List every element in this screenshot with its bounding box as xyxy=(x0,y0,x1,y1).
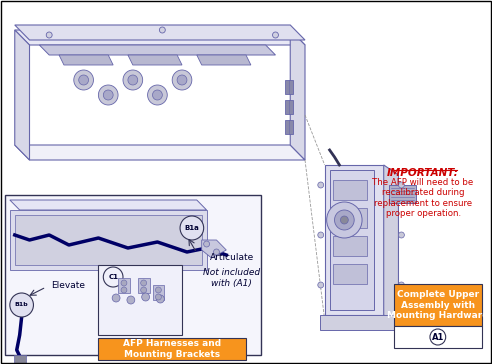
Circle shape xyxy=(112,294,120,302)
FancyBboxPatch shape xyxy=(394,284,482,326)
Circle shape xyxy=(140,287,146,293)
Circle shape xyxy=(204,241,210,247)
Circle shape xyxy=(128,75,138,85)
Circle shape xyxy=(121,280,127,286)
Circle shape xyxy=(78,75,88,85)
Circle shape xyxy=(180,216,204,240)
Polygon shape xyxy=(40,45,276,55)
Bar xyxy=(118,278,130,293)
Circle shape xyxy=(398,282,404,288)
Circle shape xyxy=(98,85,118,105)
Circle shape xyxy=(156,294,162,300)
Circle shape xyxy=(398,232,404,238)
Polygon shape xyxy=(197,55,251,65)
Circle shape xyxy=(152,90,162,100)
Text: B1a: B1a xyxy=(184,225,199,231)
Text: B1b: B1b xyxy=(15,302,28,308)
Text: C1: C1 xyxy=(108,274,118,280)
Circle shape xyxy=(127,296,135,304)
Circle shape xyxy=(172,70,192,90)
Text: A1: A1 xyxy=(432,332,444,341)
Circle shape xyxy=(334,210,354,230)
Circle shape xyxy=(104,90,113,100)
Bar xyxy=(10,210,206,270)
Circle shape xyxy=(121,287,127,293)
Bar xyxy=(15,215,202,265)
Bar xyxy=(332,208,367,228)
Circle shape xyxy=(156,295,164,303)
Circle shape xyxy=(142,293,150,301)
Text: Articulate: Articulate xyxy=(210,253,254,262)
Circle shape xyxy=(46,32,52,38)
Polygon shape xyxy=(15,30,30,160)
Bar xyxy=(98,265,182,335)
Circle shape xyxy=(272,32,278,38)
Circle shape xyxy=(430,329,446,345)
Bar xyxy=(320,315,404,330)
Bar xyxy=(14,355,26,363)
Circle shape xyxy=(318,232,324,238)
Bar xyxy=(332,180,367,200)
Bar xyxy=(5,195,260,355)
Circle shape xyxy=(177,75,187,85)
FancyBboxPatch shape xyxy=(394,326,482,348)
Text: The AFP will need to be
recalibrated during
replacement to ensure
proper operati: The AFP will need to be recalibrated dur… xyxy=(372,178,474,218)
Circle shape xyxy=(326,202,362,238)
Text: Not included
with (A1): Not included with (A1) xyxy=(202,268,260,288)
Polygon shape xyxy=(59,55,113,65)
Circle shape xyxy=(214,249,220,255)
Circle shape xyxy=(156,287,162,293)
Text: Elevate: Elevate xyxy=(51,281,85,289)
Polygon shape xyxy=(15,145,305,160)
Bar xyxy=(332,236,367,256)
Circle shape xyxy=(148,85,168,105)
Bar xyxy=(138,278,149,293)
Circle shape xyxy=(318,182,324,188)
Circle shape xyxy=(160,27,166,33)
Circle shape xyxy=(123,70,142,90)
Polygon shape xyxy=(10,200,206,210)
Circle shape xyxy=(398,182,404,188)
Polygon shape xyxy=(384,165,398,325)
Polygon shape xyxy=(202,240,226,258)
Circle shape xyxy=(10,293,34,317)
Bar xyxy=(388,185,416,203)
Circle shape xyxy=(74,70,94,90)
Bar xyxy=(152,285,164,300)
Bar xyxy=(332,264,367,284)
Text: Complete Upper
Assembly with
Mounting Hardware: Complete Upper Assembly with Mounting Ha… xyxy=(387,290,488,320)
Bar xyxy=(324,165,384,315)
Bar xyxy=(286,80,293,94)
Bar xyxy=(330,170,374,310)
Polygon shape xyxy=(15,30,305,45)
Polygon shape xyxy=(128,55,182,65)
Polygon shape xyxy=(15,25,305,40)
Bar xyxy=(286,100,293,114)
Bar xyxy=(286,120,293,134)
Circle shape xyxy=(104,267,123,287)
Polygon shape xyxy=(290,30,305,160)
FancyBboxPatch shape xyxy=(98,338,246,360)
Text: IMPORTANT:: IMPORTANT: xyxy=(387,168,459,178)
Circle shape xyxy=(340,216,348,224)
Circle shape xyxy=(140,280,146,286)
Circle shape xyxy=(318,282,324,288)
Bar xyxy=(14,363,26,364)
Text: AFP Harnesses and
Mounting Brackets: AFP Harnesses and Mounting Brackets xyxy=(123,339,221,359)
